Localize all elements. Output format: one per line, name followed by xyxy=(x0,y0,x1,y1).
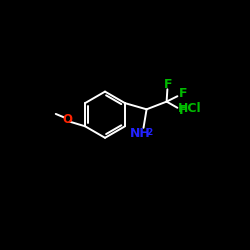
Text: F: F xyxy=(164,78,172,91)
Text: NH: NH xyxy=(130,127,151,140)
Text: HCl: HCl xyxy=(178,102,202,115)
Text: 2: 2 xyxy=(146,128,152,136)
Text: F: F xyxy=(178,88,187,101)
Text: O: O xyxy=(62,113,72,126)
Text: F: F xyxy=(178,104,187,117)
